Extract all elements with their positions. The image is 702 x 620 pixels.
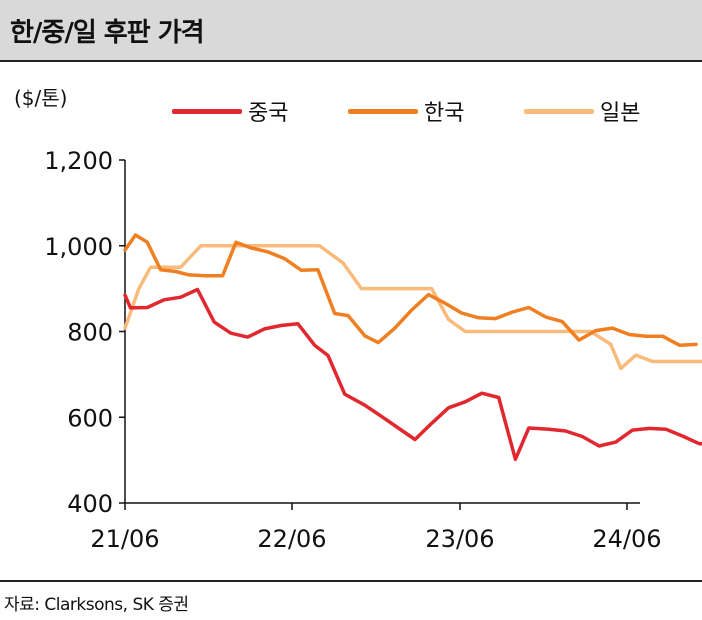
series-line-korea	[123, 233, 698, 347]
legend-label-china: 중국	[248, 101, 289, 126]
legend-item-japan: 일본	[524, 98, 641, 126]
title-bar: 한/중/일 후판 가격	[0, 0, 702, 62]
x-tick-label: 22/06	[257, 525, 326, 553]
page-title: 한/중/일 후판 가격	[10, 18, 205, 48]
series-line-china	[123, 287, 702, 462]
footer-divider	[0, 580, 702, 582]
legend-label-korea: 한국	[424, 101, 465, 126]
legend-swatch-japan	[524, 108, 594, 114]
y-tick-label: 1,000	[44, 233, 113, 261]
legend-swatch-korea	[348, 108, 418, 114]
series-line-japan	[123, 244, 702, 371]
x-tick-label: 23/06	[425, 525, 494, 553]
y-tick-label: 800	[67, 319, 113, 347]
legend-item-china: 중국	[172, 98, 289, 126]
source-note: 자료: Clarksons, SK 증권	[4, 595, 189, 615]
y-tick-label: 1,200	[44, 147, 113, 175]
legend-label-japan: 일본	[600, 101, 641, 126]
y-tick-label: 600	[67, 404, 113, 432]
y-tick-label: 400	[67, 490, 113, 518]
legend-swatch-china	[172, 108, 242, 114]
y-axis-unit-label: ($/톤)	[14, 86, 68, 110]
x-tick-label: 21/06	[90, 525, 159, 553]
line-chart: 1,200 1,000 800 600 400 21/06 22/06 23/06 24/06	[44, 147, 702, 553]
legend-item-korea: 한국	[348, 98, 465, 126]
x-tick-label: 24/06	[592, 525, 661, 553]
